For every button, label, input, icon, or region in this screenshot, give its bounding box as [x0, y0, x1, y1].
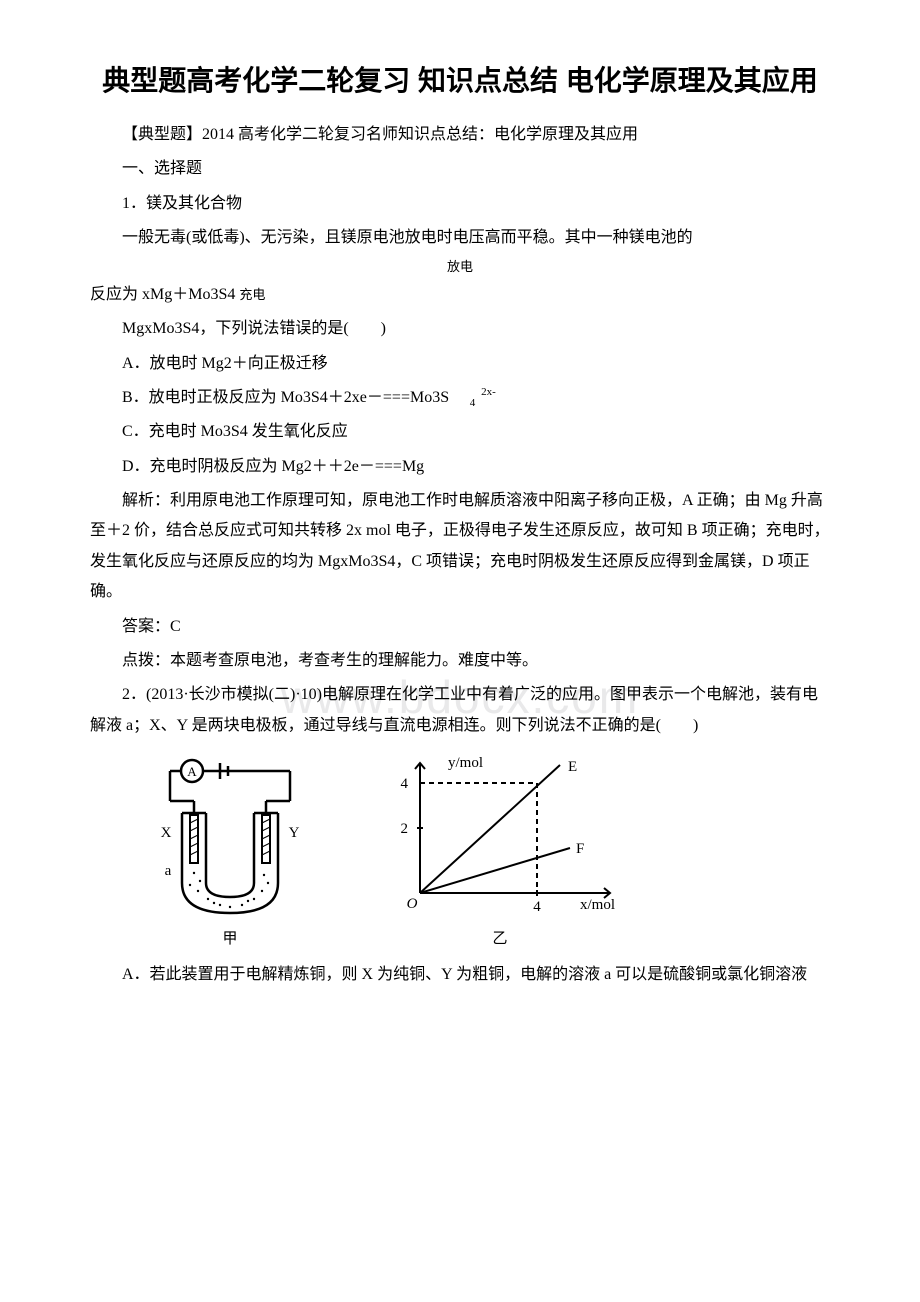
q1-reaction: 反应为 xMg＋Mo3S4 充电 — [90, 280, 830, 310]
q1-optb-text: B．放电时正极反应为 Mo3S4＋2xe－===Mo3S — [122, 389, 449, 406]
fig1-label-a: a — [165, 863, 172, 879]
subtitle: 【典型题】2014 高考化学二轮复习名师知识点总结：电化学原理及其应用 — [90, 120, 830, 150]
fig1-label-y: Y — [289, 825, 300, 841]
q1-optb-superscript: 2x- 4 — [449, 387, 496, 409]
figure-1-wrap: A X Y a 甲 — [150, 753, 310, 948]
q2-stem: 2．(2013·长沙市模拟(二)·10)电解原理在化学工业中有着广泛的应用。图甲… — [90, 680, 830, 741]
q1-option-a: A．放电时 Mg2＋向正极迁移 — [90, 349, 830, 379]
fig2-caption: 乙 — [492, 927, 507, 948]
q1-note: 点拨：本题考查原电池，考查考生的理解能力。难度中等。 — [90, 646, 830, 676]
fig2-xlabel: x/mol — [580, 897, 615, 913]
fig2-ytick-4: 4 — [401, 776, 409, 792]
q1-option-b: B．放电时正极反应为 Mo3S4＋2xe－===Mo3S 2x- 4 — [90, 383, 830, 413]
fig1-label-x: X — [161, 825, 172, 841]
q1-line3: MgxMo3S4，下列说法错误的是( ) — [90, 314, 830, 344]
q1-line2: 一般无毒(或低毒)、无污染，且镁原电池放电时电压高而平稳。其中一种镁电池的 — [90, 223, 830, 253]
fig2-ylabel: y/mol — [448, 755, 483, 771]
q1-answer: 答案：C — [90, 612, 830, 642]
page-title: 典型题高考化学二轮复习 知识点总结 电化学原理及其应用 — [90, 60, 830, 102]
q1-explanation: 解析：利用原电池工作原理可知，原电池工作时电解质溶液中阳离子移向正极，A 正确；… — [90, 486, 830, 608]
fig2-ytick-2: 2 — [401, 821, 409, 837]
fig2-xtick-4: 4 — [533, 899, 541, 915]
fig2-origin: O — [407, 896, 418, 912]
figures-row: A X Y a 甲 — [150, 753, 830, 948]
sub-text: 4 — [470, 397, 476, 409]
q1-reaction-mid: 充电 — [239, 287, 265, 302]
sup-text: 2x- — [481, 386, 496, 398]
fig1-caption: 甲 — [222, 927, 237, 948]
q2-option-a: A．若此装置用于电解精炼铜，则 X 为纯铜、Y 为粗铜，电解的溶液 a 可以是硫… — [90, 960, 830, 990]
q1-reaction-left: 反应为 xMg＋Mo3S4 — [90, 286, 235, 303]
figure-2-wrap: 4 2 4 O y/mol x/mol E F 乙 — [370, 753, 630, 948]
q1-option-c: C．充电时 Mo3S4 发生氧化反应 — [90, 417, 830, 447]
q1-reaction-top: 放电 — [90, 258, 830, 276]
fig2-label-e: E — [568, 759, 577, 775]
fig1-label-a-circle: A — [187, 764, 197, 779]
figure-1-svg: A X Y a — [150, 753, 310, 923]
section-heading-1: 一、选择题 — [90, 154, 830, 184]
q1-line1: 1．镁及其化合物 — [90, 189, 830, 219]
figure-2-svg: 4 2 4 O y/mol x/mol E F — [370, 753, 630, 923]
fig2-label-f: F — [576, 841, 584, 857]
q1-option-d: D．充电时阴极反应为 Mg2＋＋2e－===Mg — [90, 452, 830, 482]
